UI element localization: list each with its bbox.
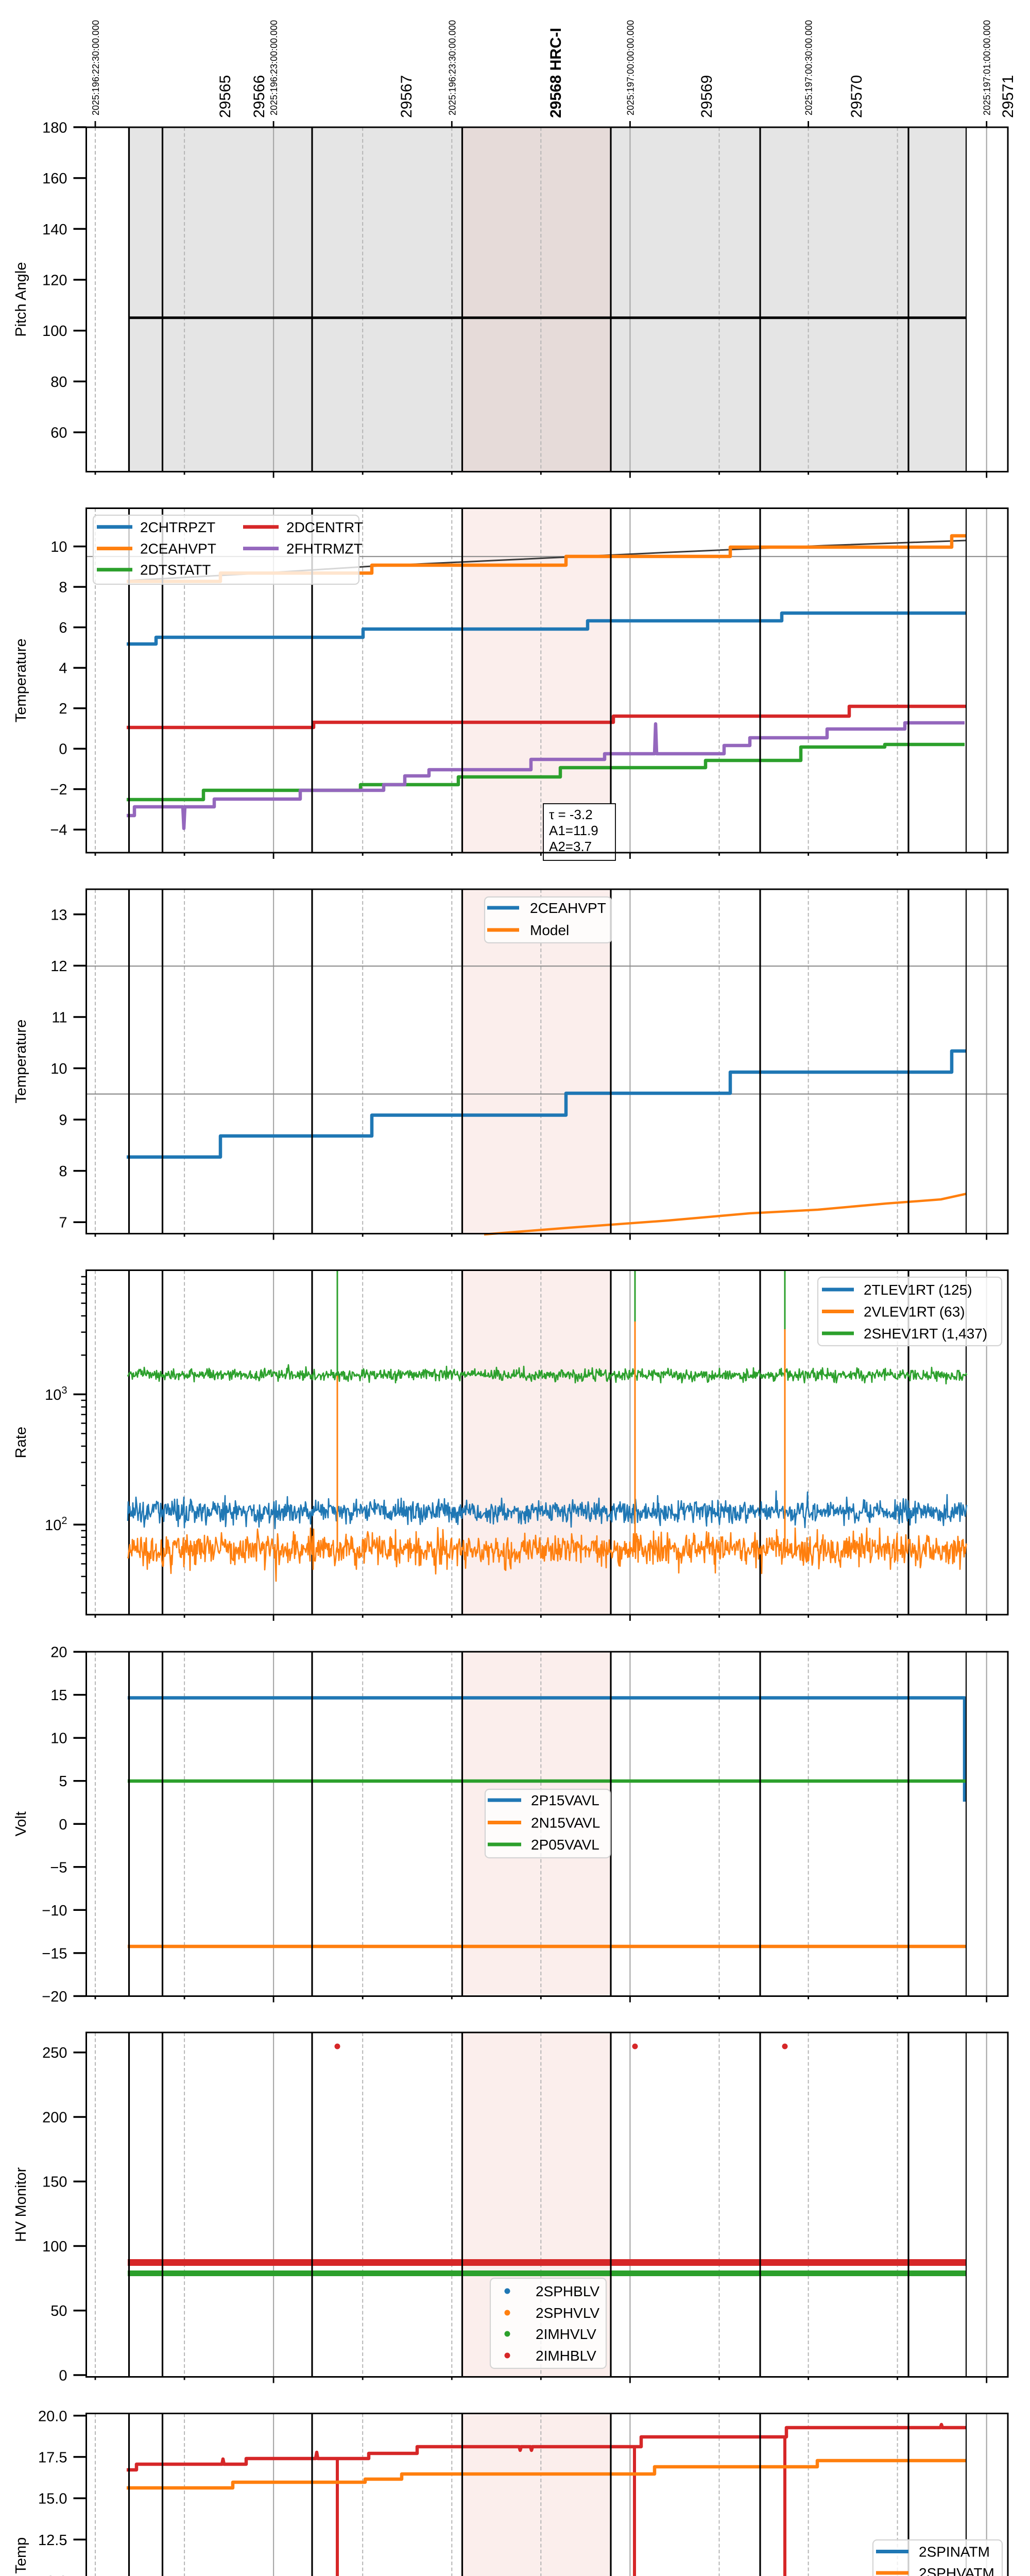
svg-text:2: 2	[59, 701, 67, 717]
svg-text:17.5: 17.5	[38, 2449, 67, 2466]
svg-text:29569: 29569	[698, 75, 715, 118]
svg-text:9: 9	[59, 1112, 67, 1129]
svg-text:5: 5	[59, 1773, 67, 1790]
svg-text:2CEAHVPT: 2CEAHVPT	[140, 541, 216, 557]
svg-text:A2=3.7: A2=3.7	[549, 839, 592, 854]
svg-text:2FHTRMZT: 2FHTRMZT	[286, 541, 363, 557]
svg-text:2VLEV1RT (63): 2VLEV1RT (63)	[864, 1304, 965, 1320]
svg-text:13: 13	[50, 907, 67, 923]
svg-text:2SPINATM: 2SPINATM	[919, 2544, 990, 2560]
svg-text:2025:197:00:30:00.000: 2025:197:00:30:00.000	[804, 20, 814, 115]
svg-text:20.0: 20.0	[38, 2408, 67, 2425]
svg-text:160: 160	[42, 171, 67, 187]
svg-text:15.0: 15.0	[38, 2491, 67, 2507]
svg-text:6: 6	[59, 620, 67, 636]
svg-text:120: 120	[42, 273, 67, 289]
svg-text:2P05VAVL: 2P05VAVL	[531, 1837, 599, 1853]
svg-text:29570: 29570	[848, 75, 865, 118]
svg-text:τ = -3.2: τ = -3.2	[549, 807, 593, 822]
svg-text:2025:197:00:00:00.000: 2025:197:00:00:00.000	[625, 20, 636, 115]
svg-text:−15: −15	[42, 1945, 67, 1962]
svg-text:2P15VAVL: 2P15VAVL	[531, 1792, 599, 1808]
svg-text:2CHTRPZT: 2CHTRPZT	[140, 519, 215, 535]
svg-text:Detector Temp: Detector Temp	[13, 2537, 29, 2576]
svg-text:250: 250	[42, 2045, 67, 2061]
svg-text:29565: 29565	[217, 75, 234, 118]
svg-text:200: 200	[42, 2110, 67, 2126]
svg-text:2025:196:23:00:00.000: 2025:196:23:00:00.000	[269, 20, 279, 115]
svg-text:2SPHBLV: 2SPHBLV	[536, 2283, 599, 2299]
svg-text:20: 20	[50, 1645, 67, 1661]
svg-text:10: 10	[50, 539, 67, 555]
svg-text:10: 10	[50, 1061, 67, 1077]
svg-text:2N15VAVL: 2N15VAVL	[531, 1815, 600, 1831]
svg-text:−4: −4	[50, 822, 67, 839]
svg-text:50: 50	[50, 2303, 67, 2319]
svg-text:Temperature: Temperature	[13, 638, 29, 722]
svg-text:100: 100	[42, 2239, 67, 2255]
svg-text:0: 0	[59, 2368, 67, 2384]
svg-text:2025:196:22:30:00.000: 2025:196:22:30:00.000	[91, 20, 101, 115]
svg-text:150: 150	[42, 2174, 67, 2191]
svg-text:11: 11	[52, 1010, 67, 1026]
svg-text:−10: −10	[42, 1903, 67, 1919]
svg-text:0: 0	[59, 1817, 67, 1833]
svg-text:A1=11.9: A1=11.9	[549, 823, 598, 838]
svg-text:29566: 29566	[251, 75, 268, 118]
svg-text:2CEAHVPT: 2CEAHVPT	[530, 900, 606, 916]
svg-text:4: 4	[59, 660, 67, 677]
svg-text:−20: −20	[42, 1989, 67, 2005]
svg-text:10: 10	[50, 1731, 67, 1747]
svg-text:Pitch Angle: Pitch Angle	[13, 262, 29, 337]
svg-text:10.0: 10.0	[38, 2573, 67, 2576]
svg-text:Rate: Rate	[13, 1427, 29, 1458]
svg-text:Volt: Volt	[13, 1811, 29, 1836]
svg-text:−2: −2	[50, 782, 67, 798]
svg-text:60: 60	[50, 425, 67, 442]
svg-text:2DTSTATT: 2DTSTATT	[140, 562, 211, 578]
svg-text:2IMHVLV: 2IMHVLV	[536, 2326, 596, 2342]
svg-text:100: 100	[42, 323, 67, 340]
svg-text:2DCENTRT: 2DCENTRT	[286, 519, 363, 535]
svg-text:2SPHVATM: 2SPHVATM	[919, 2565, 994, 2576]
svg-text:0: 0	[59, 741, 67, 758]
svg-text:2IMHBLV: 2IMHBLV	[536, 2348, 596, 2364]
svg-text:12.5: 12.5	[38, 2532, 67, 2549]
svg-text:80: 80	[50, 374, 67, 391]
svg-text:29567: 29567	[398, 75, 415, 118]
svg-text:8: 8	[59, 580, 67, 596]
svg-text:140: 140	[42, 222, 67, 238]
svg-text:8: 8	[59, 1163, 67, 1180]
svg-text:HV Monitor: HV Monitor	[13, 2167, 29, 2242]
svg-text:2SHEV1RT (1,437): 2SHEV1RT (1,437)	[864, 1326, 987, 1342]
svg-text:Model: Model	[530, 922, 569, 938]
svg-text:2025:196:23:30:00.000: 2025:196:23:30:00.000	[447, 20, 457, 115]
svg-text:29571: 29571	[1000, 75, 1017, 118]
svg-text:12: 12	[50, 958, 67, 975]
svg-text:2SPHVLV: 2SPHVLV	[536, 2305, 599, 2321]
svg-text:Temperature: Temperature	[13, 1020, 29, 1104]
svg-text:15: 15	[50, 1687, 67, 1704]
svg-text:2025:197:01:00:00.000: 2025:197:01:00:00.000	[982, 20, 992, 115]
svg-text:−5: −5	[50, 1859, 67, 1876]
svg-text:7: 7	[59, 1215, 67, 1231]
svg-text:2TLEV1RT (125): 2TLEV1RT (125)	[864, 1282, 972, 1298]
svg-text:180: 180	[42, 120, 67, 136]
svg-text:29568 HRC-I: 29568 HRC-I	[547, 28, 564, 118]
